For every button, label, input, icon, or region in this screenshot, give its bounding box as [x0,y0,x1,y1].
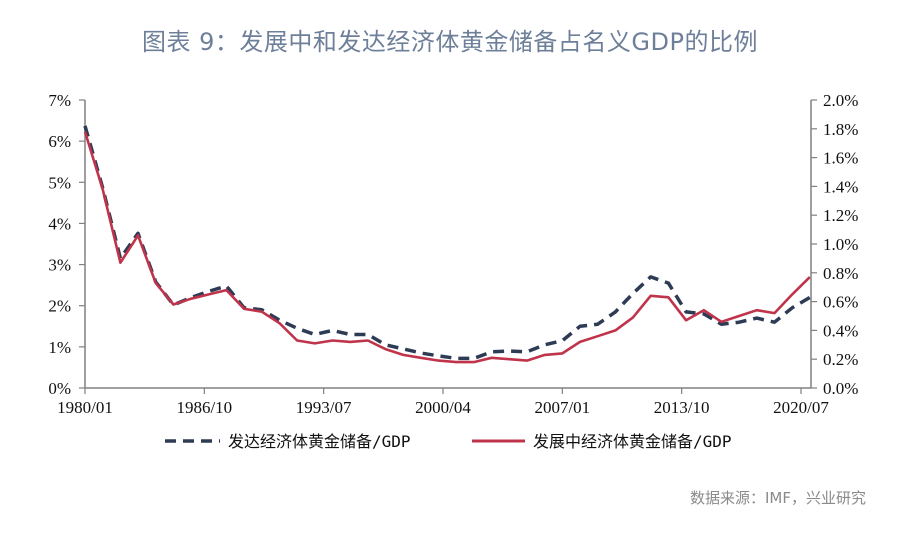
y-right-tick-label: 2.0% [823,91,858,110]
legend-label-developed: 发达经济体黄金储备/GDP [228,432,411,451]
y-left-tick-label: 0% [48,379,71,398]
x-tick-label: 1986/10 [176,398,232,417]
x-tick-label: 1993/07 [296,398,352,417]
y-left-tick-label: 6% [48,132,71,151]
legend-label-developing: 发展中经济体黄金储备/GDP [533,432,732,451]
y-right-tick-label: 1.0% [823,235,858,254]
y-left-tick-label: 1% [48,338,71,357]
y-right-tick-label: 0.0% [823,379,858,398]
series-developed-line [83,125,811,361]
x-tick-label: 2013/10 [654,398,710,417]
source-note: 数据来源：IMF，兴业研究 [690,489,866,507]
y-left-tick-label: 7% [48,91,71,110]
y-right-tick-label: 1.4% [823,177,858,196]
y-right-tick-label: 0.4% [823,321,858,340]
y-right-tick-label: 1.8% [823,120,858,139]
y-right-tick-label: 0.2% [823,350,858,369]
legend: 发达经济体黄金储备/GDP 发展中经济体黄金储备/GDP [165,432,732,451]
y-right-tick-label: 1.6% [823,149,858,168]
x-tick-label: 2000/04 [415,398,471,417]
y-right-tick-label: 0.6% [823,293,858,312]
x-tick-label: 2007/01 [534,398,590,417]
y-left-tick-label: 4% [48,214,71,233]
x-tick-label: 1980/01 [57,398,113,417]
y-left-tick-label: 3% [48,256,71,275]
y-left-tick-label: 5% [48,173,71,192]
chart-title: 图表 9：发展中和发达经济体黄金储备占名义GDP的比例 [142,28,758,56]
x-tick-label: 2020/07 [773,398,829,417]
y-left-tick-label: 2% [48,297,71,316]
y-right-tick-label: 0.8% [823,264,858,283]
axes: 0% 1% 2% 3% 4% 5% 6% 7% 0.0% 0.2% 0.4% 0.6% 0.8% 1.0%… [48,91,858,417]
data-lines [83,125,811,364]
series-developing-line [83,131,811,364]
y-right-tick-label: 1.2% [823,206,858,225]
